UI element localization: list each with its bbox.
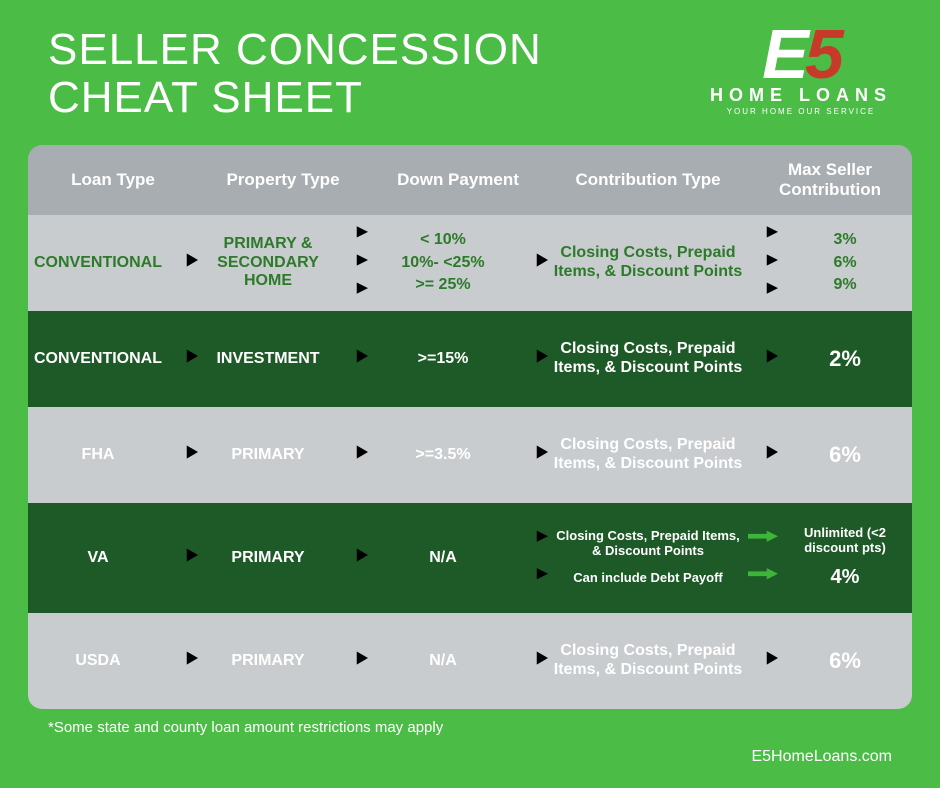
arrow-icon — [338, 336, 368, 381]
table-row: CONVENTIONAL PRIMARY & SECONDARY HOME < … — [28, 215, 912, 311]
logo-text: E5 — [710, 26, 892, 82]
arrow-icon — [338, 638, 368, 683]
contribution-type: Closing Costs, Prepaid Items, & Discount… — [548, 242, 748, 283]
table-row: USDA PRIMARY N/A Closing Costs, Prepaid … — [28, 613, 912, 709]
property-type: PRIMARY — [198, 547, 338, 569]
arrow-icon — [518, 336, 548, 381]
arrow-icon — [168, 432, 198, 477]
page-title: SELLER CONCESSIONCHEAT SHEET — [48, 26, 542, 123]
arrow-icon — [168, 535, 198, 580]
col-loan-type: Loan Type — [28, 164, 198, 196]
down-payment: N/A — [368, 650, 518, 672]
down-payment: >=15% — [368, 348, 518, 370]
max-contribution: 6% — [778, 646, 912, 675]
arrow-icon — [518, 638, 548, 683]
down-payment: < 10% 10%- <25% >= 25% — [368, 229, 518, 296]
logo-tagline: YOUR HOME OUR SERVICE — [710, 107, 892, 116]
property-type: PRIMARY — [198, 444, 338, 466]
arrow-icon — [338, 432, 368, 477]
property-type: PRIMARY & SECONDARY HOME — [198, 233, 338, 292]
concession-table: Loan Type Property Type Down Payment Con… — [28, 145, 912, 709]
table-header: Loan Type Property Type Down Payment Con… — [28, 145, 912, 215]
col-down-payment: Down Payment — [368, 164, 548, 196]
arrow-double-icon — [748, 515, 778, 600]
arrow-icon — [748, 638, 778, 683]
arrow-icon — [168, 336, 198, 381]
loan-type: VA — [28, 547, 168, 569]
arrow-icon — [168, 240, 198, 285]
down-payment: N/A — [368, 547, 518, 569]
arrow-icon — [338, 535, 368, 580]
table-row: VA PRIMARY N/A Closing Costs, Prepaid It… — [28, 503, 912, 613]
arrow-icon — [168, 638, 198, 683]
arrow-double-icon — [518, 515, 548, 600]
col-property-type: Property Type — [198, 164, 368, 196]
logo-sub: HOME LOANS — [710, 85, 892, 106]
loan-type: CONVENTIONAL — [28, 252, 168, 274]
contribution-type: Closing Costs, Prepaid Items, & Discount… — [548, 640, 748, 681]
contribution-type: Closing Costs, Prepaid Items, & Discount… — [548, 338, 748, 379]
col-contribution-type: Contribution Type — [548, 164, 748, 196]
footnote: *Some state and county loan amount restr… — [48, 719, 940, 736]
arrow-triple-icon — [748, 216, 778, 309]
max-contribution: 6% — [778, 440, 912, 469]
arrow-icon — [518, 240, 548, 285]
table-row: FHA PRIMARY >=3.5% Closing Costs, Prepai… — [28, 407, 912, 503]
col-max-contribution: Max Seller Contribution — [748, 154, 912, 205]
header: SELLER CONCESSIONCHEAT SHEET E5 HOME LOA… — [0, 0, 940, 133]
max-contribution: 3% 6% 9% — [778, 229, 912, 296]
max-contribution: Unlimited (<2 discount pts) 4% — [778, 524, 912, 591]
table-row: CONVENTIONAL INVESTMENT >=15% Closing Co… — [28, 311, 912, 407]
contribution-type: Closing Costs, Prepaid Items, & Discount… — [548, 434, 748, 475]
arrow-icon — [518, 432, 548, 477]
contribution-type: Closing Costs, Prepaid Items, & Discount… — [548, 527, 748, 588]
arrow-icon — [748, 432, 778, 477]
arrow-icon — [748, 336, 778, 381]
property-type: INVESTMENT — [198, 348, 338, 370]
arrow-triple-icon — [338, 216, 368, 309]
max-contribution: 2% — [778, 344, 912, 373]
loan-type: USDA — [28, 650, 168, 672]
loan-type: CONVENTIONAL — [28, 348, 168, 370]
property-type: PRIMARY — [198, 650, 338, 672]
website-url: E5HomeLoans.com — [751, 748, 892, 766]
brand-logo: E5 HOME LOANS YOUR HOME OUR SERVICE — [710, 26, 892, 116]
loan-type: FHA — [28, 444, 168, 466]
down-payment: >=3.5% — [368, 444, 518, 466]
